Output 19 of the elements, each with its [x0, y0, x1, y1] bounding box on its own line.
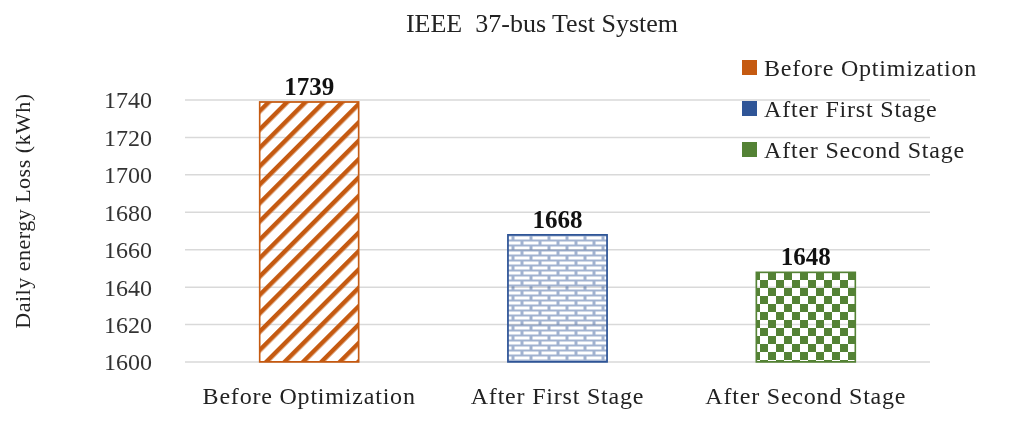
legend-label: After First Stage: [764, 96, 938, 123]
data-label: 1739: [284, 72, 335, 100]
y-tick-label: 1700: [104, 162, 152, 189]
y-tick-label: 1720: [104, 124, 152, 151]
y-axis-title: Daily energy Loss (kWh): [10, 93, 35, 329]
y-tick-label: 1680: [104, 199, 152, 226]
y-tick-label: 1640: [104, 274, 152, 301]
y-tick-label: 1660: [104, 237, 152, 264]
legend-label: After Second Stage: [764, 137, 966, 164]
data-label: 1648: [780, 243, 831, 271]
y-tick-label: 1620: [104, 311, 152, 338]
x-tick-label: Before Optimization: [202, 383, 416, 409]
y-tick-label: 1600: [104, 349, 152, 376]
y-tick-label: 1740: [104, 87, 152, 114]
x-tick-label: After Second Stage: [705, 383, 907, 409]
x-tick-label: After First Stage: [470, 383, 645, 409]
legend-label: Before Optimization: [764, 55, 978, 82]
chart-title: IEEE 37-bus Test System: [405, 9, 679, 38]
data-label: 1668: [532, 205, 583, 233]
